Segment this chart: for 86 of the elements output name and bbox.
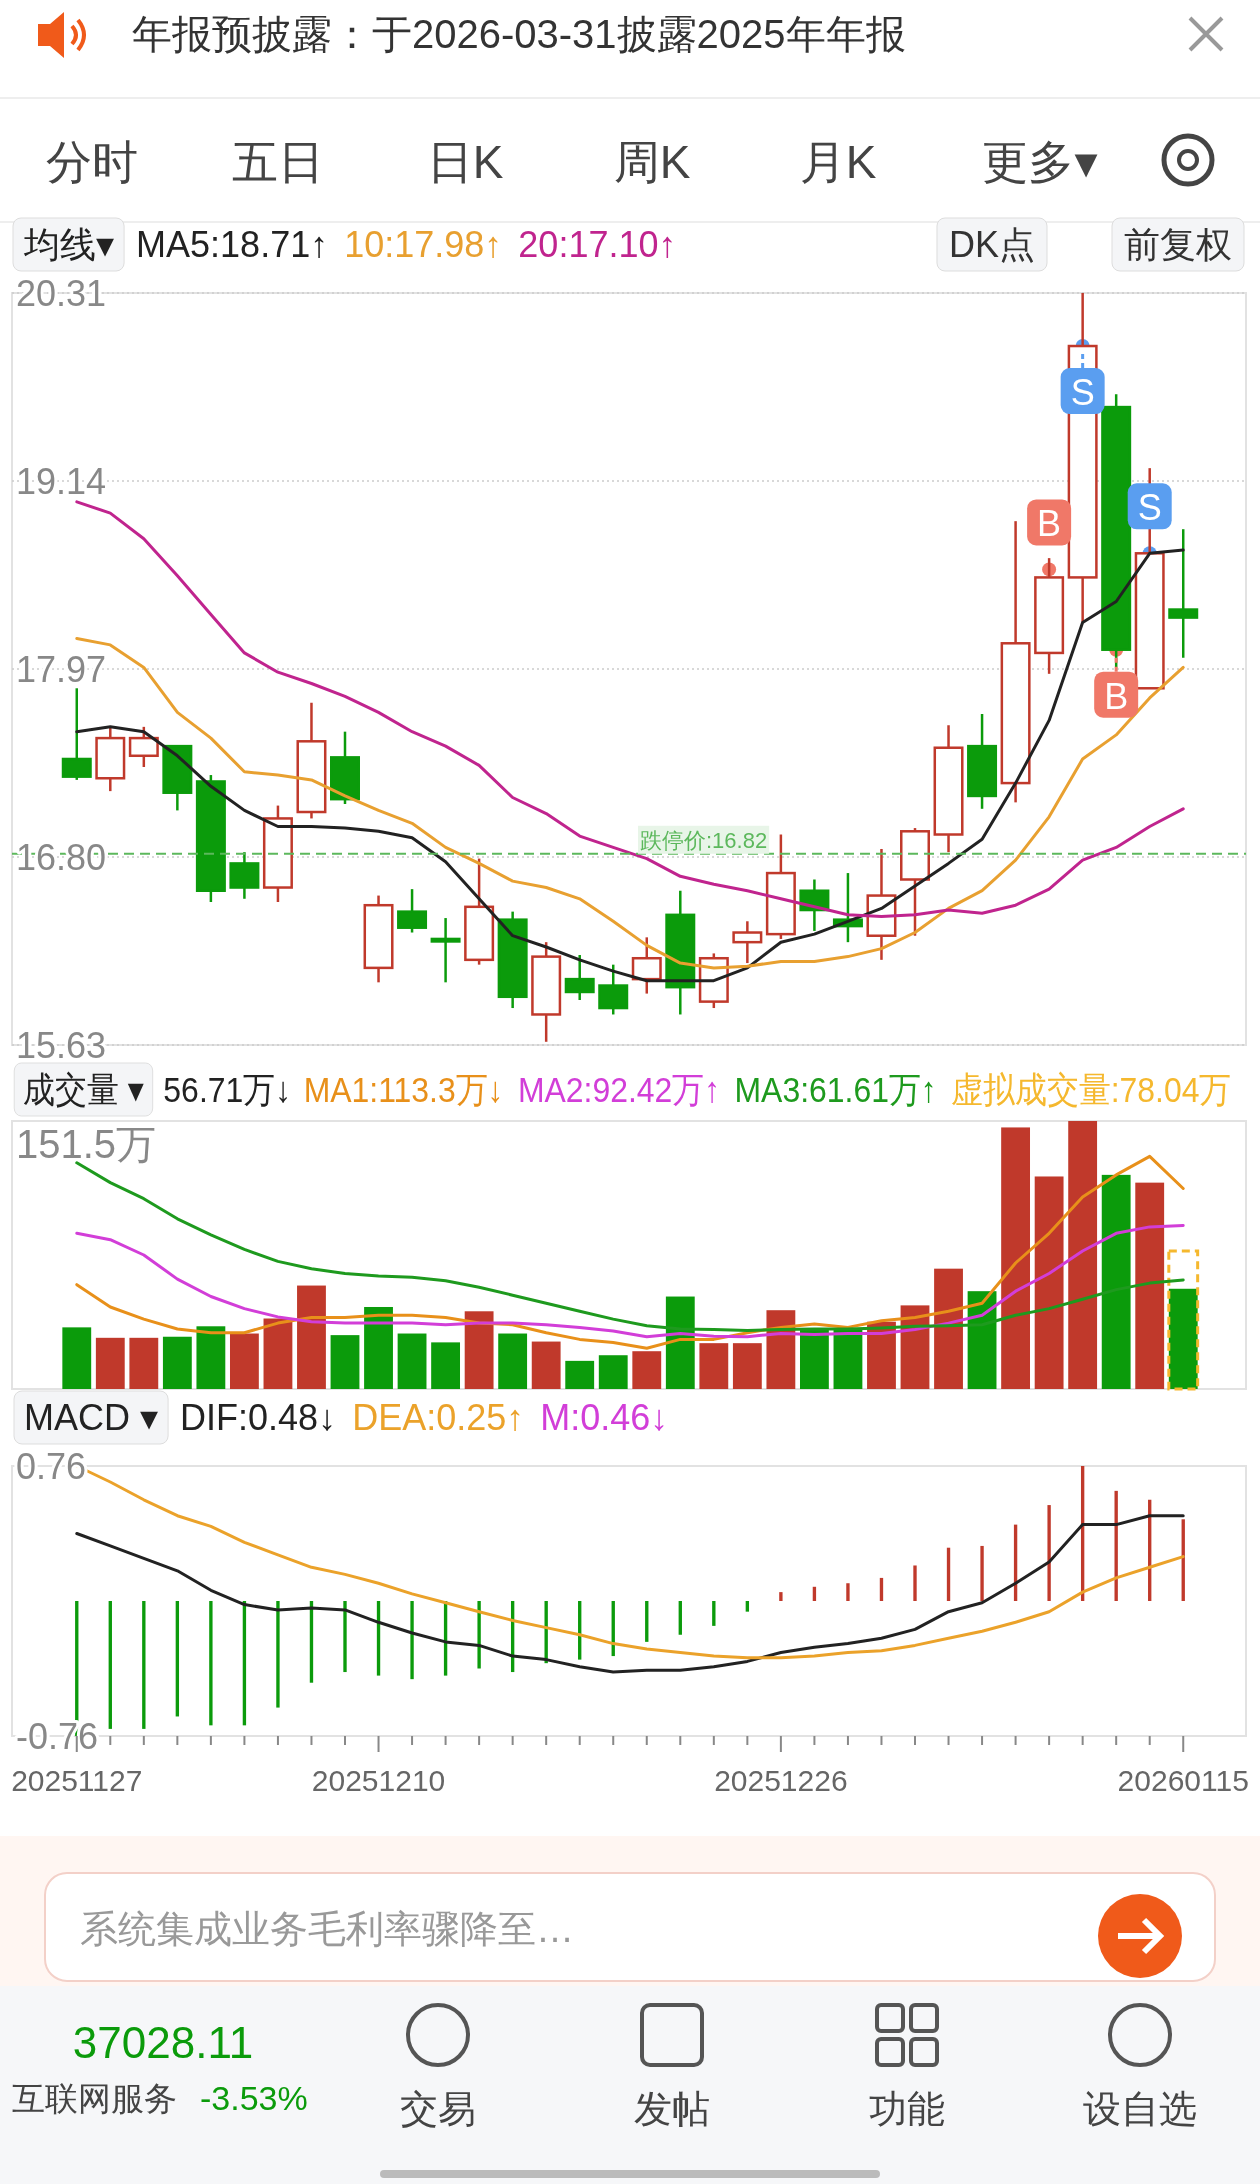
data-label: B — [1104, 675, 1129, 717]
x-tick-label: 20260115 — [1117, 1764, 1249, 1797]
data-label: S — [1070, 372, 1095, 414]
text: 交易 — [400, 2088, 476, 2130]
bar — [665, 1296, 695, 1389]
bar — [108, 1601, 112, 1729]
text: 更多▾ — [982, 136, 1098, 188]
bar — [712, 1601, 716, 1626]
text: -3.53% — [200, 2079, 308, 2117]
legend: MACD ▾ DIF:0.48↓ DEA:0.25↑ M:0.46↓ — [13, 1390, 669, 1445]
bar — [410, 1601, 414, 1680]
bar — [1167, 1249, 1200, 1391]
bar — [1101, 1174, 1131, 1389]
text: 月K — [799, 136, 877, 188]
bar — [330, 1335, 360, 1389]
bar — [364, 1306, 393, 1389]
x-tick-label: 20251210 — [311, 1764, 446, 1797]
text: 37028.11 — [72, 2018, 254, 2067]
bar — [1034, 1176, 1064, 1389]
bar — [833, 1328, 863, 1389]
bar — [1068, 1121, 1098, 1389]
bar — [196, 1326, 226, 1389]
text: 前复权 — [1124, 224, 1232, 265]
x-tick-label: 20251226 — [714, 1764, 848, 1797]
text: 功能 — [869, 2088, 945, 2130]
bar — [1001, 1127, 1031, 1389]
bar — [263, 1318, 293, 1389]
bar — [632, 1351, 662, 1389]
text: 周K — [613, 136, 691, 188]
bar — [464, 1311, 494, 1389]
ref-line-label: 跌停价:16.82 — [640, 827, 768, 853]
text: DK点 — [948, 224, 1035, 265]
bar — [1168, 1288, 1198, 1389]
text: 年报预披露：于2026-03-31披露2025年年报 — [132, 12, 906, 56]
bar — [142, 1601, 146, 1729]
signal-label: B — [1094, 657, 1139, 718]
bar — [645, 1601, 649, 1642]
bar — [162, 1336, 192, 1389]
bar — [297, 1285, 326, 1389]
bar — [913, 1565, 917, 1601]
text: 系统集成业务毛利率骤降至… — [80, 1908, 574, 1950]
bar — [934, 1268, 963, 1389]
text: 五日 — [232, 136, 324, 188]
bar — [209, 1601, 213, 1726]
annotation: 151.5万 — [16, 1121, 157, 1166]
bar — [732, 1343, 762, 1389]
bar — [745, 1601, 750, 1612]
bar — [229, 1333, 259, 1389]
bar — [598, 1355, 628, 1389]
bar — [62, 1327, 92, 1389]
bar — [531, 1341, 561, 1389]
text: 设自选 — [1083, 2088, 1197, 2130]
bar — [699, 1343, 729, 1389]
bar — [477, 1601, 481, 1669]
bar — [129, 1337, 159, 1389]
bar — [1135, 1182, 1165, 1389]
bar — [779, 1592, 783, 1601]
y-tick-label: 0.76 — [16, 1445, 87, 1487]
bar — [678, 1601, 682, 1635]
bar — [980, 1545, 984, 1601]
y-tick-label: 17.97 — [16, 648, 107, 690]
text: 发帖 — [634, 2088, 710, 2130]
y-tick-label: 19.14 — [16, 460, 107, 502]
text: 分时 — [46, 136, 138, 188]
y-tick-label: 20.31 — [16, 272, 107, 314]
bar — [867, 1321, 896, 1389]
bar — [879, 1577, 884, 1601]
bar — [1047, 1505, 1051, 1601]
bar — [276, 1601, 280, 1708]
legend: 均线▾ MA5:18.71↑ 10:17.98↑ 20:17.10↑ — [12, 217, 677, 272]
x-tick-label: 20251127 — [11, 1764, 143, 1797]
bar — [565, 1360, 595, 1389]
signal-label: S — [1127, 483, 1172, 530]
bar — [799, 1328, 829, 1389]
signal-label: S — [1060, 354, 1105, 415]
signal-label: B — [1027, 499, 1072, 546]
bar — [397, 1333, 427, 1389]
bar — [846, 1583, 850, 1601]
data-label: S — [1137, 487, 1162, 529]
data-label: B — [1037, 503, 1062, 545]
bar — [431, 1342, 461, 1389]
bar — [498, 1333, 528, 1389]
bar — [95, 1337, 125, 1389]
text: 互联网服务 — [12, 2080, 177, 2117]
text: 日K — [426, 136, 504, 188]
bar — [343, 1601, 347, 1673]
